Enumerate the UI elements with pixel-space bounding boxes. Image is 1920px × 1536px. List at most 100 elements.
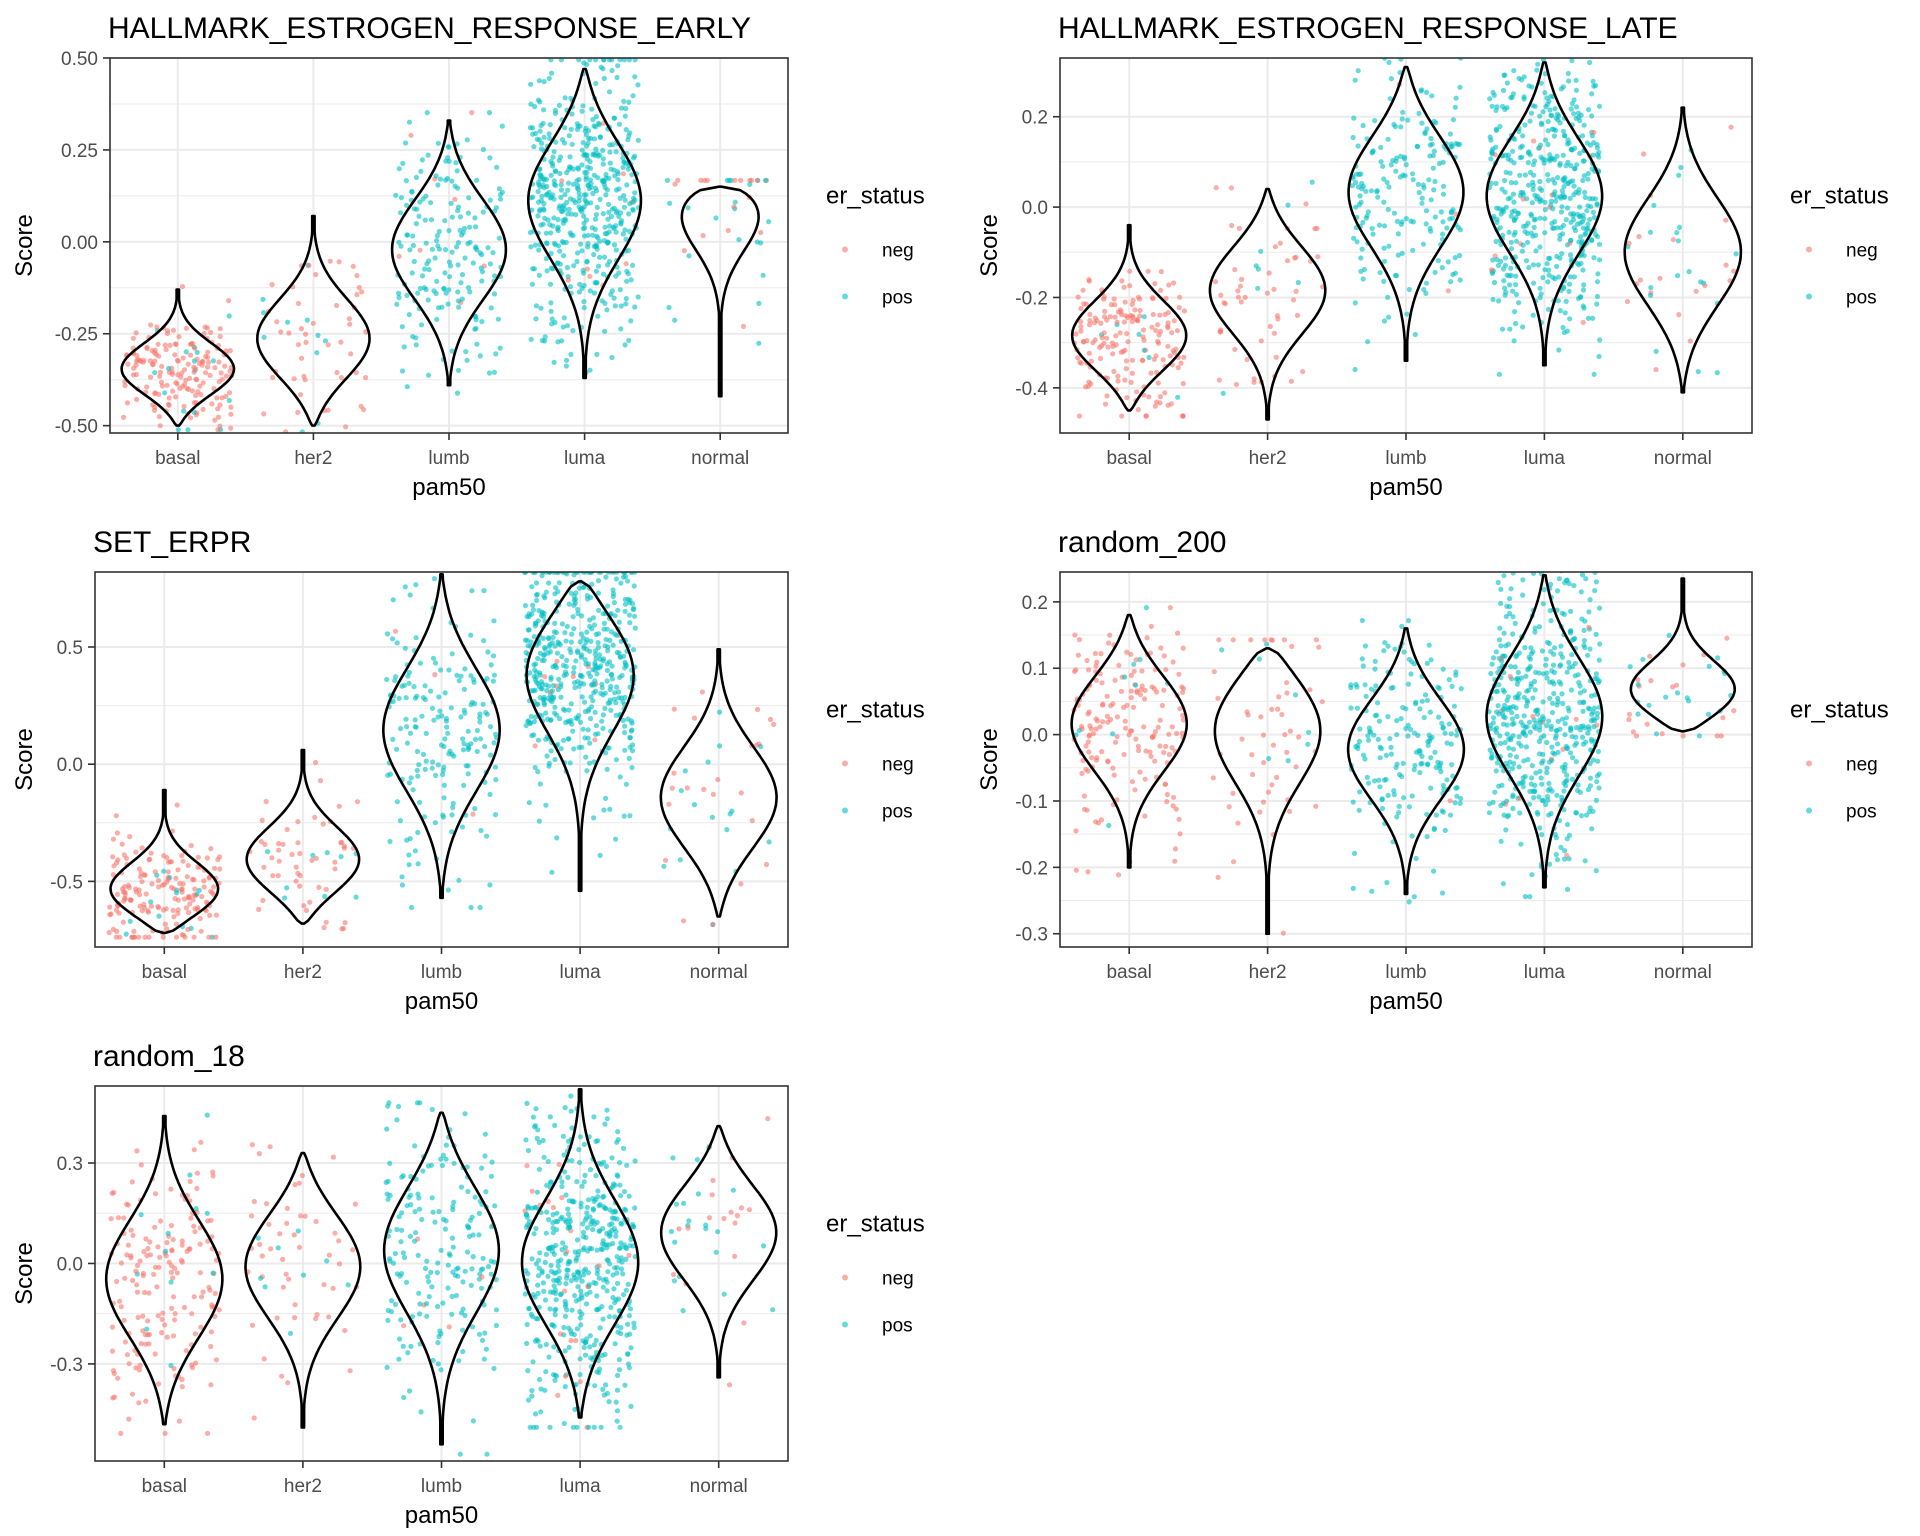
data-point-luma-pos [1564,821,1571,828]
data-point-her2-neg [1261,760,1267,766]
data-point-lumb-pos [468,904,474,911]
data-point-basal-neg [1143,748,1149,754]
data-point-luma-pos [552,591,558,597]
data-point-luma-pos [1546,718,1552,724]
data-point-her2-neg [1284,690,1290,696]
data-point-basal-neg [165,869,171,875]
data-point-lumb-pos [405,1350,411,1356]
data-point-luma-pos [629,765,635,771]
data-point-lumb-pos [1454,785,1460,791]
data-point-lumb-pos [413,582,419,588]
data-point-luma-pos [1563,778,1569,785]
data-point-luma-pos [555,1258,561,1265]
data-point-lumb-pos [459,296,465,302]
data-point-lumb-pos [462,1312,468,1319]
data-point-lumb-pos [414,748,420,755]
data-point-basal-neg [1105,759,1111,765]
data-point-normal-pos [1686,698,1692,704]
data-point-luma-pos [1516,300,1522,306]
violin-normal [680,185,760,398]
data-point-lumb-pos [417,1206,423,1212]
data-point-luma-pos [559,1179,565,1185]
legend-title: er_status [826,183,925,210]
data-point-her2-neg [314,1312,320,1318]
data-point-basal-neg [1086,749,1092,755]
data-point-her2-neg [1233,381,1239,388]
data-point-luma-pos [555,639,561,645]
data-point-lumb-pos [491,291,498,297]
data-point-lumb-pos [421,814,428,820]
data-point-her2-pos [324,1258,330,1264]
data-point-her2-pos [1285,202,1291,208]
data-point-lumb-pos [473,314,479,320]
data-point-luma-pos [587,617,593,623]
x-tick-label: basal [142,962,187,983]
data-point-basal-neg [1087,318,1093,324]
data-point-basal-neg [1144,635,1150,641]
data-point-lumb-pos [470,1254,476,1260]
x-axis-label: pam50 [1369,988,1442,1015]
data-point-lumb-pos [413,342,419,348]
data-point-luma-pos [559,654,565,660]
data-point-luma-pos [1523,258,1530,264]
data-point-her2-neg [1273,354,1279,360]
data-point-basal-neg [1155,338,1161,344]
data-point-her2-pos [1264,641,1270,647]
data-point-luma-pos [552,1312,558,1318]
data-point-luma-pos [1541,160,1547,166]
data-point-luma-pos [522,603,529,609]
data-point-luma-pos [562,1105,568,1111]
data-point-luma-pos [602,328,608,334]
data-point-luma-pos [553,585,559,591]
y-tick-label: 0.0 [1022,198,1048,219]
data-point-luma-pos [1570,178,1576,184]
data-point-lumb-pos [397,818,403,824]
data-point-lumb-pos [417,1301,423,1307]
data-point-luma-pos [542,1259,548,1265]
data-point-luma-pos [549,688,556,694]
data-point-lumb-pos [1365,780,1372,786]
data-point-basal-neg [209,1304,215,1310]
data-point-lumb-pos [483,1346,489,1352]
data-point-basal-neg [136,934,142,940]
data-point-normal-pos [760,272,766,278]
data-point-luma-pos [561,315,567,321]
data-point-basal-pos [191,409,197,415]
data-point-lumb-pos [1419,87,1425,93]
data-point-normal-pos [667,200,673,206]
data-point-luma-pos [1530,262,1537,268]
data-point-lumb-pos [396,166,402,172]
data-point-luma-pos [1585,170,1591,177]
data-point-basal-neg [1132,307,1138,313]
data-point-luma-pos [547,1114,553,1120]
data-point-luma-pos [1537,215,1543,221]
data-point-luma-pos [1491,213,1497,219]
violin-her2 [1208,187,1327,421]
data-point-her2-neg [310,320,316,326]
data-point-her2-pos [304,317,310,323]
data-point-luma-pos [587,135,594,141]
data-point-lumb-pos [385,1317,391,1323]
data-point-basal-neg [210,1173,216,1179]
data-point-luma-pos [598,64,604,70]
data-point-luma-pos [1592,588,1598,594]
data-point-luma-pos [547,222,553,228]
data-point-lumb-pos [1409,833,1415,839]
data-point-her2-neg [275,873,281,879]
data-point-lumb-pos [491,1259,497,1265]
data-point-lumb-pos [1424,811,1430,817]
data-point-lumb-pos [1375,194,1381,200]
data-point-luma-pos [1508,239,1514,245]
x-tick-label: basal [1106,962,1151,983]
data-point-lumb-pos [462,666,468,672]
data-point-lumb-pos [1350,799,1356,805]
data-point-lumb-pos [488,1173,495,1179]
data-point-luma-pos [534,591,540,597]
data-point-basal-neg [131,934,137,940]
data-point-luma-pos [536,1166,543,1172]
data-point-basal-neg [1180,413,1186,419]
data-point-luma-pos [631,195,637,201]
data-point-basal-neg [227,390,233,396]
data-point-lumb-pos [1375,736,1381,743]
data-point-lumb-pos [465,771,471,777]
